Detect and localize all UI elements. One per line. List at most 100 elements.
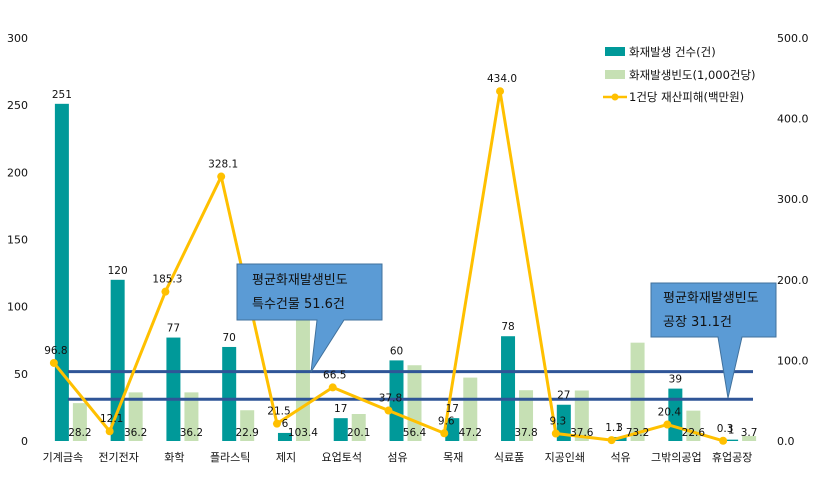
category-label: 요업토석 — [321, 451, 361, 464]
data-label-damage: 66.5 — [323, 369, 346, 381]
legend-label: 화재발생 건수(건) — [629, 45, 716, 59]
damage-marker — [272, 419, 281, 428]
callout-title: 평균화재발생빈도 — [663, 291, 759, 306]
category-label: 식료품 — [494, 451, 524, 464]
damage-marker — [551, 429, 560, 438]
right-axis: 0.0 100.0 200.0 300.0 400.0 500.0 — [777, 32, 809, 448]
bar-fire-frequency — [742, 436, 757, 441]
right-tick-label: 200.0 — [777, 274, 809, 287]
damage-marker — [105, 427, 114, 436]
legend-item-damage-per-case: 1건당 재산피해(백만원) — [603, 90, 744, 104]
data-label-fire-frequency: 28.2 — [68, 427, 91, 439]
legend: 화재발생 건수(건) 화재발생빈도(1,000건당) 1건당 재산피해(백만원) — [603, 45, 756, 104]
callout-title: 평균화재발생빈도 — [252, 273, 348, 288]
bar-fire-count — [556, 404, 571, 441]
data-label-damage: 12.1 — [100, 413, 123, 425]
reference-lines — [68, 370, 753, 401]
left-tick-label: 0 — [21, 435, 28, 448]
data-label-fire-frequency: 37.6 — [570, 427, 594, 439]
data-label-damage: 1.1 — [605, 422, 622, 434]
category-label: 플라스틱 — [210, 451, 250, 464]
data-label-fire-count: 60 — [390, 345, 403, 357]
bar-fire-count — [501, 336, 516, 441]
bar-fire-count — [333, 418, 348, 441]
data-label-damage: 21.5 — [267, 406, 290, 418]
left-tick-label: 300 — [7, 32, 28, 45]
left-tick-label: 100 — [7, 301, 28, 314]
legend-item-fire-count: 화재발생 건수(건) — [605, 45, 716, 59]
callout-special-buildings: 평균화재발생빈도 특수건물 51.6건 — [236, 263, 383, 373]
legend-label: 화재발생빈도(1,000건당) — [629, 68, 756, 82]
category-label: 지공인쇄 — [545, 451, 585, 464]
bar-fire-frequency — [184, 392, 199, 441]
callout-box — [650, 282, 777, 399]
bar-fire-count — [166, 337, 181, 441]
left-axis: 0 50 100 150 200 250 300 — [7, 32, 28, 448]
data-label-fire-frequency: 103.4 — [288, 427, 318, 439]
data-labels: 251 120 77 70 6 17 60 17 78 27 3 39 1 28.2 36.2 36.2 22.… — [44, 73, 757, 439]
bar-fire-count — [54, 103, 69, 441]
bar-series — [54, 103, 757, 441]
right-tick-label: 100.0 — [777, 354, 809, 367]
category-label: 제지 — [276, 451, 296, 464]
data-label-fire-count: 3 — [616, 422, 623, 434]
data-label-fire-frequency: 36.2 — [124, 427, 147, 439]
data-label-damage: 20.4 — [658, 407, 682, 419]
data-label-fire-frequency: 36.2 — [180, 427, 203, 439]
damage-marker — [217, 172, 226, 181]
category-label: 목재 — [443, 451, 463, 464]
data-label-damage: 328.1 — [208, 159, 238, 171]
damage-marker — [161, 287, 170, 296]
callout-factory: 평균화재발생빈도 공장 31.1건 — [650, 282, 777, 399]
category-label: 섬유 — [387, 451, 407, 464]
bar-fire-count — [445, 418, 460, 441]
category-label: 석유 — [610, 451, 630, 464]
data-label-damage: 185.3 — [152, 274, 182, 286]
left-tick-label: 250 — [7, 99, 28, 112]
legend-marker — [611, 93, 619, 101]
data-label-fire-frequency: 73.2 — [626, 427, 649, 439]
data-label-damage: 96.8 — [44, 345, 67, 357]
data-label-damage: 37.8 — [379, 393, 402, 405]
damage-marker — [496, 87, 505, 96]
data-label-damage: 9.3 — [549, 416, 566, 428]
data-label-fire-frequency: 37.8 — [514, 427, 537, 439]
legend-item-fire-frequency: 화재발생빈도(1,000건당) — [605, 68, 756, 82]
damage-marker — [384, 406, 393, 415]
data-label-fire-count: 70 — [223, 332, 236, 344]
bar-fire-count — [222, 346, 237, 441]
data-label-fire-count: 77 — [167, 323, 180, 335]
data-label-fire-count: 6 — [282, 418, 289, 430]
left-tick-label: 150 — [7, 234, 28, 247]
data-label-damage: 0.3 — [717, 423, 734, 435]
damage-marker — [663, 420, 672, 429]
damage-marker — [328, 383, 337, 392]
data-label-fire-frequency: 47.2 — [459, 427, 482, 439]
right-tick-label: 400.0 — [777, 113, 809, 126]
bar-fire-frequency — [630, 342, 645, 441]
data-label-fire-count: 39 — [669, 374, 682, 386]
data-label-fire-count: 27 — [557, 390, 570, 402]
data-label-damage: 434.0 — [487, 73, 517, 85]
data-label-fire-frequency: 20.1 — [347, 427, 370, 439]
data-label-damage: 9.6 — [438, 415, 455, 427]
left-tick-label: 200 — [7, 166, 28, 179]
category-label: 전기전자 — [98, 451, 138, 464]
bar-fire-frequency — [574, 390, 589, 441]
legend-label: 1건당 재산피해(백만원) — [629, 90, 744, 104]
right-tick-label: 0.0 — [777, 435, 795, 448]
damage-line — [52, 89, 724, 443]
callout-value: 공장 31.1건 — [663, 315, 732, 330]
right-tick-label: 500.0 — [777, 32, 809, 45]
data-label-fire-count: 17 — [446, 403, 459, 415]
damage-marker — [607, 436, 616, 445]
data-label-fire-count: 17 — [334, 403, 347, 415]
bar-fire-frequency — [351, 413, 366, 441]
data-label-fire-count: 120 — [108, 265, 128, 277]
bar-fire-frequency — [463, 377, 478, 441]
data-label-fire-count: 251 — [52, 89, 72, 101]
category-label: 기계금속 — [43, 451, 83, 464]
category-label: 화학 — [164, 451, 184, 464]
category-label: 그밖의공업 — [651, 451, 702, 464]
